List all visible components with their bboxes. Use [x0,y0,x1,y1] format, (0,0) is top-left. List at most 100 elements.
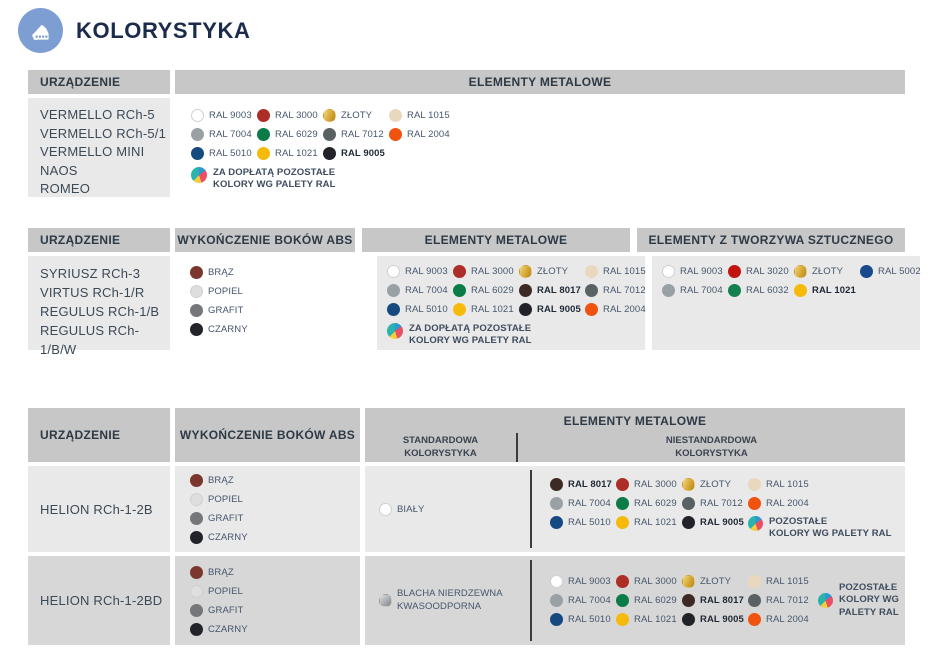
device-cell: HELION RCh-1-2B [28,466,170,552]
column-header-metal: ELEMENTY METALOWE [175,70,905,94]
color-swatch: GRAFIT [190,303,370,317]
color-label: RAL 3020 [746,265,789,277]
color-dot [323,108,336,122]
color-dot [190,474,203,487]
color-dot [748,478,761,492]
color-dot [519,283,532,297]
color-dot [453,302,466,316]
column-header-abs: WYKOŃCZENIE BOKÓW ABS [175,228,355,252]
abs-colors-cell: BRĄZ POPIEL GRAFIT CZARNY [175,256,370,350]
color-swatch: ZŁOTY [682,575,748,589]
color-swatch: RAL 9005 [323,146,389,160]
color-label: BRĄZ [208,475,234,486]
color-swatch: RAL 1015 [585,264,651,278]
remaining-colors-text: POZOSTAŁE KOLORY WG PALETY RAL [769,516,892,541]
device-name: HELION RCh-1-2BD [40,593,163,608]
color-swatch: GRAFIT [190,512,360,526]
color-dot [387,283,400,297]
column-header-metal-group: ELEMENTY METALOWE STANDARDOWA KOLORYSTYK… [365,408,905,462]
column-header-plastic: ELEMENTY Z TWORZYWA SZTUCZNEGO [637,228,905,252]
color-swatch: RAL 9005 [519,302,585,316]
color-dot [682,575,695,588]
surcharge-note: ZA DOPŁATĄ POZOSTAŁE KOLORY WG PALETY RA… [387,323,645,348]
column-header-metal: ELEMENTY METALOWE [563,413,707,428]
color-label: RAL 2004 [407,128,450,140]
color-swatch: ZŁOTY [519,264,585,278]
table-syriusz-body: SYRIUSZ RCh-3 VIRTUS RCh-1/R REGULUS RCh-1… [28,256,921,357]
standard-colors-cell: BLACHA NIERDZEWNA KWASOODPORNA [365,556,530,645]
color-dot [257,146,270,160]
color-dot [748,497,761,511]
color-dot [323,127,336,141]
table-helion: URZĄDZENIE WYKOŃCZENIE BOKÓW ABS ELEMENT… [28,408,905,645]
color-swatch: POPIEL [190,584,360,598]
color-swatch: RAL 5010 [550,613,616,627]
color-label: BLACHA NIERDZEWNA KWASOODPORNA [397,588,503,612]
color-dot [387,264,400,278]
color-swatch: RAL 7004 [550,594,616,608]
surcharge-line: KOLORY WG PALETY RAL [213,179,336,191]
color-label: RAL 1015 [766,479,809,491]
color-label: RAL 5010 [568,614,611,625]
color-dot [190,493,203,506]
color-label: RAL 1021 [634,614,677,625]
color-dot [190,603,203,617]
table-row-helion-2b: HELION RCh-1-2B BRĄZ POPIEL GRAFIT [28,466,905,552]
color-label: RAL 7012 [766,595,809,606]
color-label: RAL 1015 [407,109,450,121]
device-cell: HELION RCh-1-2BD [28,556,170,645]
color-swatch: RAL 5010 [550,516,616,530]
metal-colors-cell: RAL 9003 RAL 3000 ZŁOTY RAL 1015 [175,98,905,197]
color-swatch: CZARNY [190,531,360,545]
surcharge-note-text: ZA DOPŁATĄ POZOSTAŁE KOLORY WG PALETY RA… [409,323,532,348]
color-dot [728,283,741,297]
color-label: CZARNY [208,623,248,635]
color-dot [728,264,741,278]
page-title: KOLORYSTYKA [76,17,251,43]
color-label: RAL 9005 [700,614,744,625]
table-syriusz: URZĄDZENIE WYKOŃCZENIE BOKÓW ABS ELEMENT… [28,228,921,357]
color-swatch: RAL 9003 [191,108,257,122]
color-dot [550,575,563,588]
color-label: ZŁOTY [812,265,844,277]
device-list: SYRIUSZ RCh-3 VIRTUS RCh-1/R REGULUS RCh-1… [28,256,170,357]
note-line: KOLORY WG [839,594,900,606]
color-label: RAL 1021 [634,517,677,529]
color-label: RAL 3000 [275,109,318,121]
color-dot [616,575,629,588]
color-swatch: RAL 7004 [191,127,257,141]
color-label: RAL 9003 [680,265,723,277]
color-label: RAL 8017 [568,479,612,491]
color-swatch: RAL 6029 [453,283,519,297]
color-dot [190,584,203,598]
color-swatch: RAL 9005 [682,516,748,530]
color-swatch: RAL 3000 [257,108,323,122]
nonstandard-swatch-grid: RAL 9003 RAL 3000 ZŁOTY [550,575,814,627]
color-label: RAL 7012 [341,128,384,140]
remaining-colors-note: POZOSTAŁE KOLORY WG PALETY RAL [818,582,899,619]
color-label: RAL 7004 [405,284,448,296]
color-swatch: ZŁOTY [682,478,748,492]
color-swatch: BRĄZ [190,265,370,279]
color-dot [682,594,695,607]
color-swatch: RAL 2004 [585,302,651,316]
color-swatch: RAL 1021 [616,613,682,627]
table-helion-header: URZĄDZENIE WYKOŃCZENIE BOKÓW ABS ELEMENT… [28,408,905,462]
note-line: POZOSTAŁE [839,581,898,593]
color-swatch: RAL 1021 [616,516,682,530]
color-dot [190,622,203,636]
color-label: CZARNY [208,323,248,335]
color-dot [682,478,695,492]
color-dot [794,283,807,297]
color-dot [191,108,204,122]
device-name: VIRTUS RCh-1/R [40,285,145,300]
color-dot [616,594,629,607]
color-swatch: RAL 8017 [519,283,585,297]
color-swatch: POPIEL [190,493,360,507]
color-label: RAL 7004 [568,498,611,510]
metal-colors-cell: RAL 9003 RAL 3000 ZŁOTY RAL 1015 [377,256,646,350]
color-dot [190,284,203,298]
color-swatch: ZŁOTY [323,108,389,122]
color-swatch: RAL 5010 [191,146,257,160]
color-label: RAL 7012 [603,284,646,296]
